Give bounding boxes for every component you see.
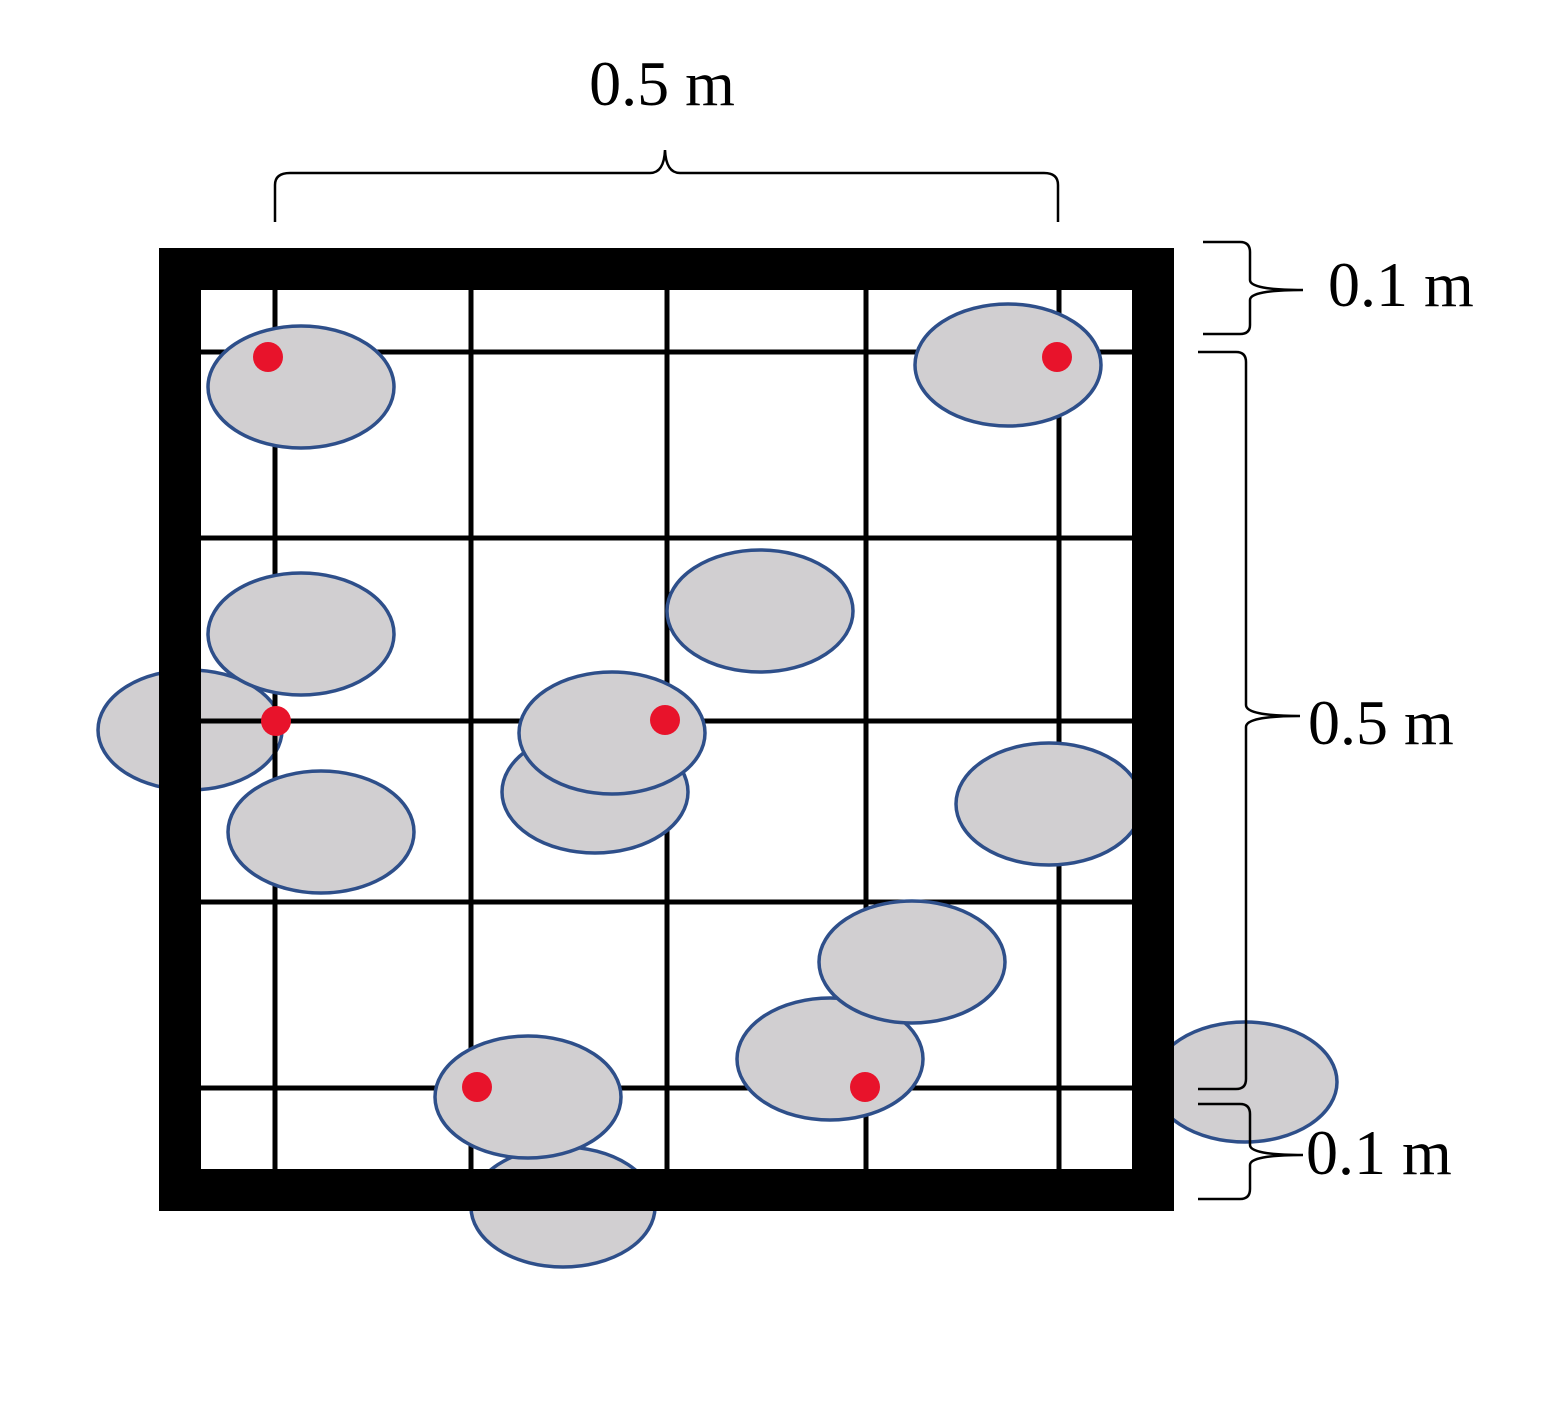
- right-brace-height: [1198, 350, 1301, 1091]
- stone: [954, 741, 1144, 867]
- top-brace: [273, 149, 1060, 222]
- right-height-label: 0.5 m: [1308, 687, 1454, 758]
- sample-point: [1042, 342, 1072, 372]
- sample-point: [850, 1072, 880, 1102]
- right-brace-top-margin: [1203, 240, 1304, 336]
- right-brace-bottom-margin: [1198, 1102, 1304, 1201]
- stone: [913, 302, 1103, 428]
- sample-point: [253, 342, 283, 372]
- stone: [226, 769, 416, 895]
- sample-points: [253, 342, 1072, 1102]
- stone: [206, 324, 396, 450]
- stone: [433, 1034, 623, 1160]
- stone: [206, 571, 396, 697]
- stone: [517, 670, 707, 796]
- sample-point: [261, 706, 291, 736]
- stone: [665, 548, 855, 674]
- right-top-margin-label: 0.1 m: [1328, 249, 1474, 320]
- quadrat-frame: [159, 248, 1174, 1211]
- stones-inside-frame: [206, 302, 1144, 1160]
- sample-point: [650, 705, 680, 735]
- stone: [817, 899, 1007, 1025]
- sample-point: [462, 1072, 492, 1102]
- right-bottom-margin-label: 0.1 m: [1306, 1117, 1452, 1188]
- top-width-label: 0.5 m: [589, 48, 735, 119]
